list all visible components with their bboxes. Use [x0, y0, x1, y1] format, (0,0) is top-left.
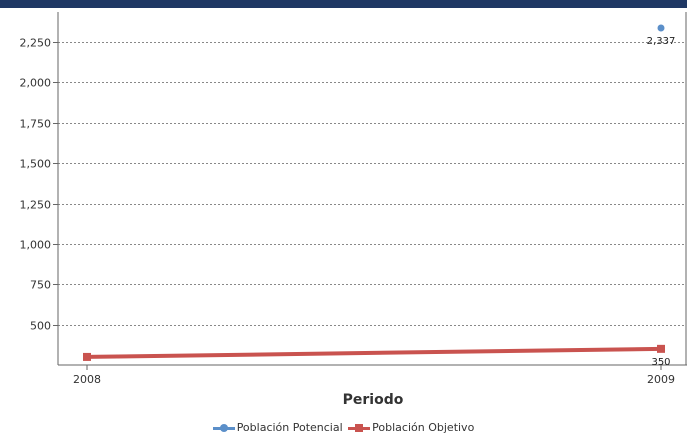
- top-banner: [0, 0, 687, 8]
- legend-item-poblacion-potencial[interactable]: Población Potencial: [212, 421, 343, 434]
- x-tick-label: 2009: [647, 373, 675, 386]
- y-tick-label: 1,000: [20, 239, 52, 252]
- data-label: 2,337: [647, 36, 676, 47]
- y-tick-label: 750: [30, 279, 51, 292]
- legend: Población Potencial Población Objetivo: [0, 421, 687, 436]
- y-tick-label: 500: [30, 320, 51, 333]
- square-marker-icon: [348, 423, 371, 433]
- x-tick-label: 2008: [73, 373, 101, 386]
- series: [83, 24, 665, 361]
- data-point[interactable]: [657, 24, 665, 32]
- data-labels: 2,337 350: [647, 36, 676, 368]
- y-tick-label: 1,250: [20, 199, 52, 212]
- y-tick-label: 2,250: [20, 37, 52, 50]
- series-line: [86, 346, 662, 359]
- data-label: 350: [651, 357, 670, 368]
- legend-label: Población Potencial: [236, 421, 343, 434]
- data-point[interactable]: [657, 344, 665, 353]
- grid: [58, 42, 686, 326]
- y-tick-label: 1,750: [20, 118, 52, 131]
- y-axis-ticks: 500 750 1,000 1,250 1,500 1,750 2,000 2,250: [20, 37, 58, 333]
- data-point[interactable]: [83, 352, 91, 361]
- y-tick-label: 2,000: [20, 77, 52, 90]
- y-tick-label: 1,500: [20, 158, 52, 171]
- legend-item-poblacion-objetivo[interactable]: Población Objetivo: [348, 421, 474, 434]
- x-axis-ticks: 2008 2009: [73, 365, 675, 386]
- legend-label: Población Objetivo: [372, 421, 475, 434]
- circle-marker-icon: [212, 423, 235, 433]
- x-axis-title: Periodo: [343, 392, 404, 408]
